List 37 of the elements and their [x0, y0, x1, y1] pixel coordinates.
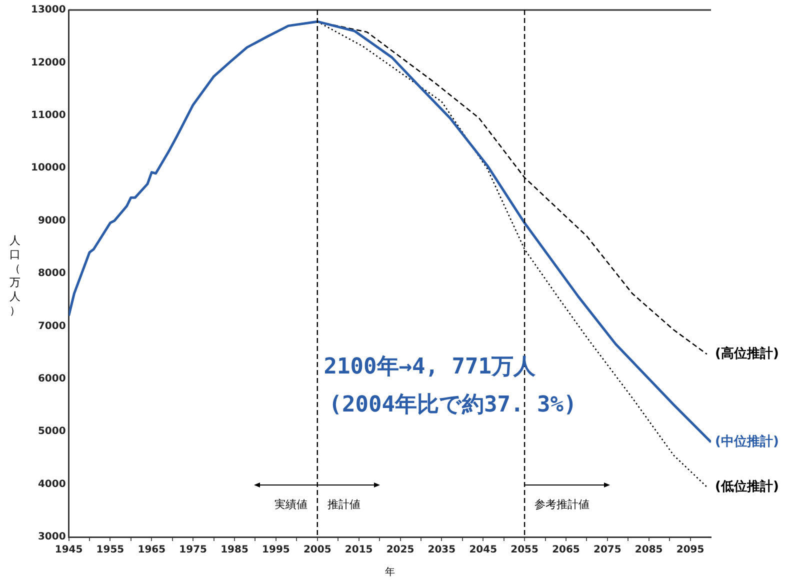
annotation: 参考推計値 [534, 498, 590, 511]
annotation: (2004年比で約37. 3%) [328, 392, 577, 418]
x-tick-label: 2075 [593, 544, 622, 556]
x-tick-label: 2015 [344, 544, 373, 556]
y-tick-label: 9000 [38, 215, 66, 226]
x-tick-label: 1985 [220, 544, 248, 556]
y-tick-label: 11000 [30, 110, 66, 121]
x-tick-label: 1965 [138, 544, 166, 556]
series-label: (中位推計) [715, 434, 779, 450]
y-tick-label: 8000 [38, 268, 66, 280]
x-tick-label: 2065 [552, 544, 580, 556]
x-tick-label: 2025 [386, 544, 414, 556]
y-tick-label: 10000 [30, 162, 66, 174]
x-tick-label: 2035 [428, 544, 456, 556]
x-tick-label: 1975 [179, 544, 208, 556]
series-label: (高位推計) [715, 346, 779, 362]
x-axis-title: 年 [384, 566, 395, 579]
series-label: (低位推計) [715, 478, 779, 494]
x-tick-label: 2085 [634, 544, 663, 556]
x-tick-label: 1995 [262, 544, 290, 556]
y-tick-label: 6000 [38, 373, 66, 384]
x-tick-label: 2045 [469, 544, 498, 556]
y-tick-label: 3000 [38, 532, 66, 543]
x-tick-label: 2005 [303, 544, 332, 556]
y-tick-label: 5000 [38, 426, 66, 438]
y-tick-label: 13000 [30, 4, 66, 16]
y-tick-label: 4000 [38, 478, 66, 490]
x-tick-label: 2095 [676, 544, 704, 556]
y-axis-title: 人口（万人） [8, 234, 22, 318]
x-tick-label: 1955 [96, 544, 124, 556]
annotation: 推計値 [327, 498, 360, 511]
annotation: 実績値 [274, 498, 308, 511]
annotation: 2100年→4, 771万人 [324, 354, 536, 380]
y-tick-label: 12000 [30, 57, 66, 68]
y-tick-label: 7000 [38, 320, 66, 332]
x-tick-label: 2055 [510, 544, 539, 556]
x-tick-label: 1945 [54, 544, 83, 556]
